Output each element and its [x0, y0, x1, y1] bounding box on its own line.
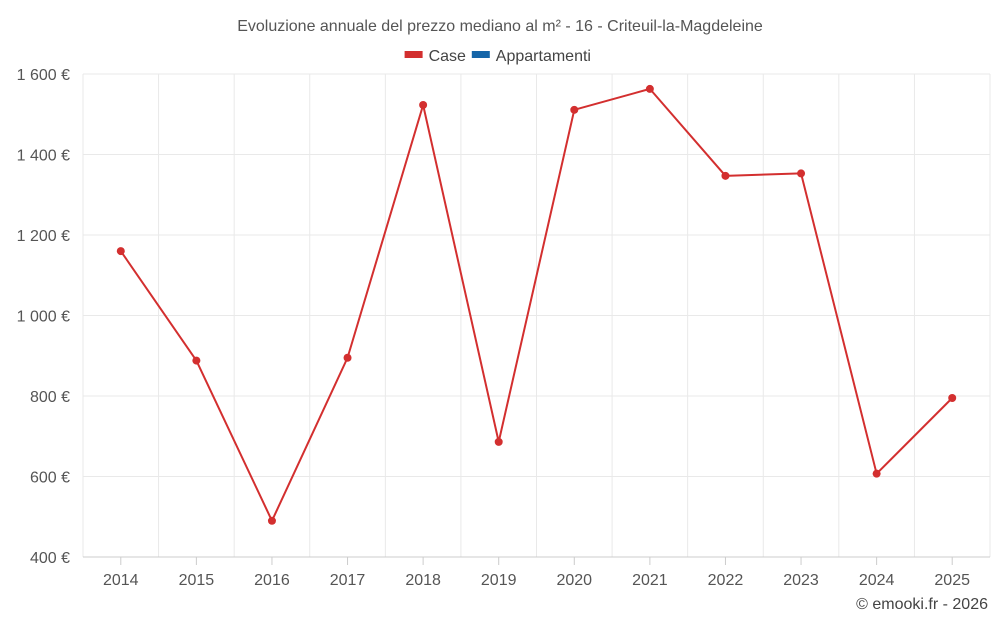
- chart-title: Evoluzione annuale del prezzo mediano al…: [237, 18, 763, 35]
- data-point-2021[interactable]: [645, 84, 654, 93]
- legend-label-case[interactable]: Case: [429, 48, 466, 65]
- y-tick-label: 1 000 €: [17, 309, 70, 326]
- y-tick-label: 1 400 €: [17, 148, 70, 165]
- legend-swatch-appartamenti[interactable]: [471, 51, 490, 58]
- data-point-2016[interactable]: [267, 516, 276, 525]
- x-tick-label: 2024: [859, 572, 895, 589]
- x-tick-label: 2021: [632, 572, 668, 589]
- data-point-2022[interactable]: [721, 171, 730, 180]
- y-tick-label: 800 €: [30, 389, 70, 406]
- x-tick-label: 2025: [934, 572, 970, 589]
- data-point-2018[interactable]: [419, 100, 428, 109]
- x-tick-label: 2020: [556, 572, 592, 589]
- credit-text: © emooki.fr - 2026: [856, 596, 988, 613]
- data-point-2015[interactable]: [192, 356, 201, 365]
- data-point-2025[interactable]: [948, 394, 957, 403]
- y-tick-label: 1 600 €: [17, 67, 70, 84]
- data-point-2024[interactable]: [872, 469, 881, 478]
- x-axis-labels: 2014 2015 2016 2017 2018 2019 2020 2021 2022 2023…: [103, 557, 970, 589]
- series-layer: [116, 84, 957, 525]
- data-point-2017[interactable]: [343, 353, 352, 362]
- x-tick-label: 2017: [330, 572, 366, 589]
- x-tick-label: 2016: [254, 572, 290, 589]
- y-axis-labels: 400 € 600 € 800 € 1 000 € 1 200 € 1 400 € 1 60…: [17, 67, 70, 567]
- y-tick-label: 1 200 €: [17, 228, 70, 245]
- data-point-2014[interactable]: [116, 247, 125, 256]
- data-point-2023[interactable]: [797, 169, 806, 178]
- legend-swatch-case[interactable]: [404, 51, 423, 58]
- legend-label-appartamenti[interactable]: Appartamenti: [496, 48, 591, 65]
- data-point-2020[interactable]: [570, 105, 579, 114]
- x-tick-label: 2015: [179, 572, 215, 589]
- legend: Case Appartamenti: [404, 48, 591, 65]
- y-tick-label: 400 €: [30, 550, 70, 567]
- data-point-2019[interactable]: [494, 437, 503, 446]
- y-tick-label: 600 €: [30, 470, 70, 487]
- series-line-case: [119, 87, 953, 522]
- x-tick-label: 2022: [708, 572, 744, 589]
- x-tick-label: 2014: [103, 572, 139, 589]
- x-tick-label: 2018: [405, 572, 441, 589]
- x-tick-label: 2019: [481, 572, 517, 589]
- x-tick-label: 2023: [783, 572, 819, 589]
